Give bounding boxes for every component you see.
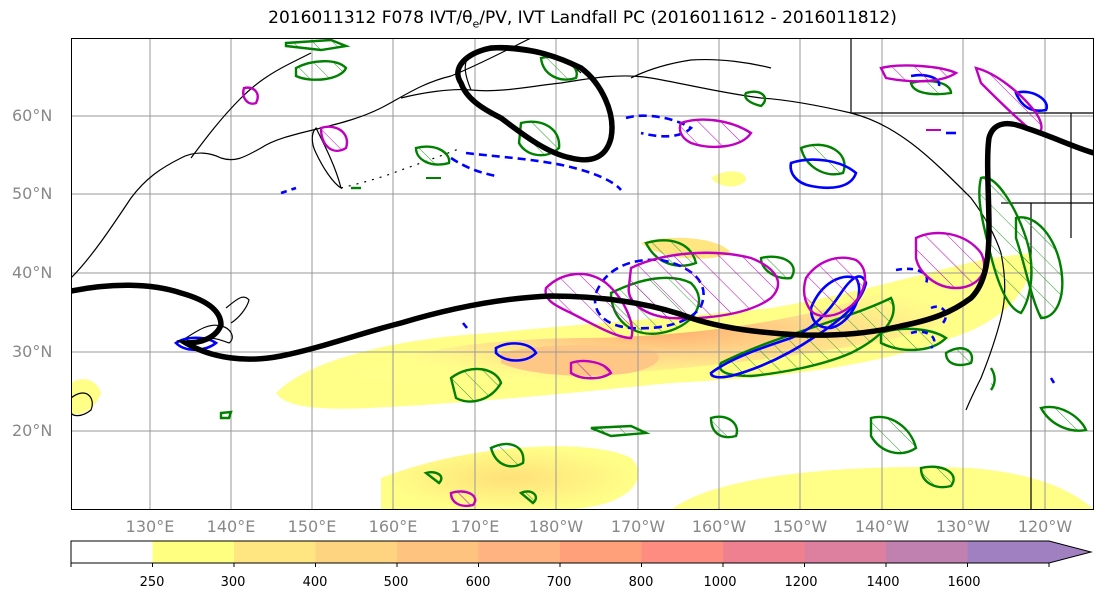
colorbar-segment <box>723 541 805 563</box>
colorbar-label-1200: 1200 <box>784 575 818 590</box>
lon-label-170e: 170°E <box>450 517 500 536</box>
colorbar-label-300: 300 <box>220 575 246 590</box>
colorbar <box>70 540 1093 567</box>
lon-label-160e: 160°E <box>368 517 418 536</box>
colorbar-segment <box>234 541 316 563</box>
map-panel <box>71 38 1094 510</box>
colorbar-label-700: 700 <box>546 575 572 590</box>
colorbar-segment <box>641 541 723 563</box>
lon-label-150w: 150°W <box>772 517 828 536</box>
lat-label-30n: 30°N <box>12 342 53 361</box>
black-contours <box>71 44 1094 362</box>
colorbar-segment <box>560 541 642 563</box>
colorbar-segment <box>71 541 153 563</box>
lon-label-140e: 140°E <box>206 517 256 536</box>
colorbar-segment <box>886 541 968 563</box>
lat-label-60n: 60°N <box>12 106 53 125</box>
lon-label-150e: 150°E <box>287 517 337 536</box>
colorbar-label-1400: 1400 <box>866 575 900 590</box>
colorbar-label-800: 800 <box>628 575 654 590</box>
colorbar-segment <box>478 541 560 563</box>
magenta-contours <box>242 64 1043 507</box>
colorbar-segments <box>70 540 1093 564</box>
colorbar-label-600: 600 <box>465 575 491 590</box>
lat-label-40n: 40°N <box>12 263 53 282</box>
colorbar-ticks <box>70 563 1050 567</box>
colorbar-segment <box>397 541 479 563</box>
colorbar-segment <box>152 541 234 563</box>
colorbar-label-500: 500 <box>383 575 409 590</box>
lon-label-160w: 160°W <box>691 517 747 536</box>
colorbar-label-400: 400 <box>302 575 328 590</box>
lon-label-120w: 120°W <box>1017 517 1073 536</box>
lat-label-50n: 50°N <box>12 184 53 203</box>
colorbar-segment <box>315 541 397 563</box>
lat-label-20n: 20°N <box>12 421 53 440</box>
lon-label-170w: 170°W <box>610 517 666 536</box>
colorbar-label-250: 250 <box>139 575 165 590</box>
colorbar-outline <box>70 540 1093 564</box>
lon-label-140w: 140°W <box>854 517 910 536</box>
colorbar-label-1600: 1600 <box>947 575 981 590</box>
lon-label-130e: 130°E <box>125 517 175 536</box>
colorbar-label-1000: 1000 <box>703 575 737 590</box>
lon-label-180w: 180°W <box>528 517 584 536</box>
map-frame <box>71 38 1094 510</box>
lon-label-130w: 130°W <box>935 517 991 536</box>
map-title: 2016011312 F078 IVT/θe/PV, IVT Landfall … <box>268 8 897 31</box>
colorbar-segment <box>967 541 1091 563</box>
colorbar-segment <box>804 541 886 563</box>
